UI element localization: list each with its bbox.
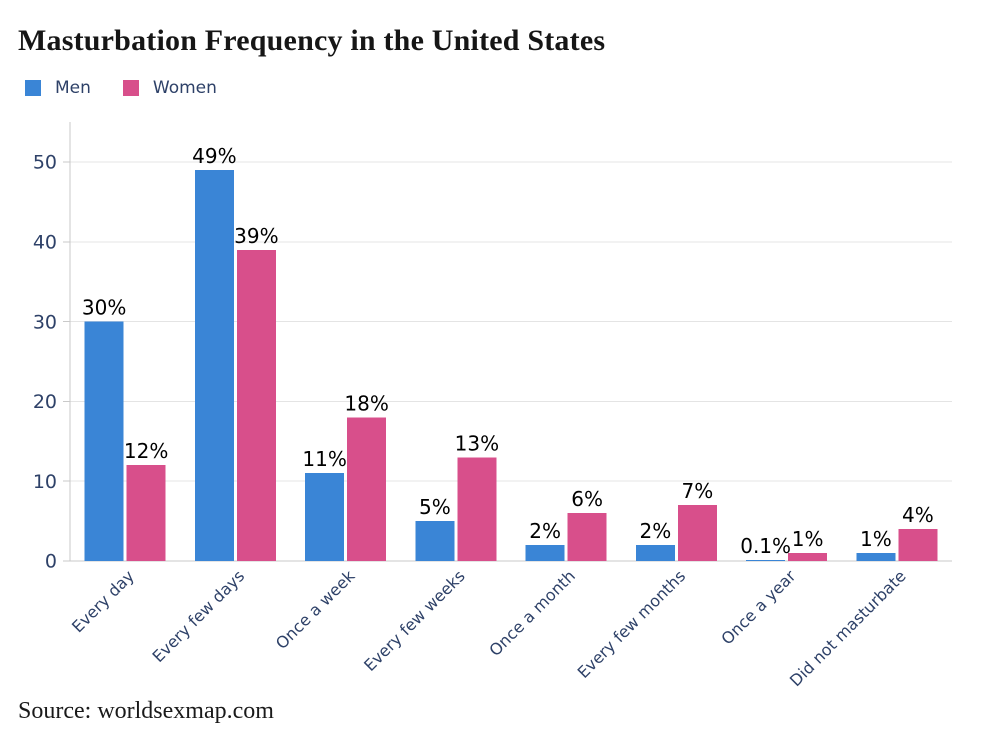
bar-men-7: [856, 553, 896, 561]
bar-women-5: [677, 505, 717, 561]
value-label-women-4: 6%: [571, 487, 603, 511]
value-label-men-7: 1%: [860, 527, 892, 551]
legend: Men Women: [25, 78, 217, 98]
value-label-men-1: 49%: [192, 144, 236, 168]
bar-men-5: [635, 545, 675, 561]
value-label-men-4: 2%: [529, 519, 561, 543]
bar-women-7: [898, 529, 938, 561]
x-category-label-4: Once a month: [485, 566, 579, 660]
y-tick-label: 10: [33, 471, 57, 493]
bar-men-3: [415, 521, 455, 561]
men-legend-label: Men: [55, 78, 91, 98]
value-label-men-5: 2%: [640, 519, 672, 543]
women-legend-swatch: [122, 80, 139, 96]
x-category-label-3: Every few weeks: [360, 566, 469, 675]
value-label-women-5: 7%: [682, 479, 714, 503]
y-tick-label: 30: [33, 311, 57, 333]
x-category-label-5: Every few months: [574, 566, 690, 682]
x-category-label-0: Every day: [68, 566, 138, 636]
chart-title: Masturbation Frequency in the United Sta…: [18, 24, 606, 57]
men-legend-swatch: [25, 80, 41, 96]
value-label-men-3: 5%: [419, 495, 451, 519]
bar-men-6: [746, 560, 786, 562]
bar-men-1: [194, 169, 234, 562]
women-legend-label: Women: [152, 78, 217, 98]
bar-women-2: [347, 417, 387, 561]
value-label-women-2: 18%: [344, 391, 388, 415]
bar-women-6: [788, 553, 828, 561]
legend-item-men: Men: [25, 78, 91, 98]
value-label-women-6: 1%: [792, 527, 824, 551]
bar-women-1: [236, 249, 276, 561]
value-label-women-0: 12%: [124, 439, 168, 463]
x-category-label-2: Once a week: [272, 566, 359, 653]
bar-women-3: [457, 457, 497, 561]
value-label-men-2: 11%: [302, 447, 346, 471]
value-label-women-1: 39%: [234, 224, 278, 248]
value-label-men-0: 30%: [82, 296, 126, 320]
bar-men-2: [305, 473, 345, 561]
x-category-label-1: Every few days: [149, 566, 249, 666]
value-label-men-6: 0.1%: [740, 534, 791, 558]
y-tick-label: 0: [45, 551, 57, 573]
bar-men-0: [84, 321, 124, 561]
source-note: Source: worldsexmap.com: [18, 698, 274, 724]
y-tick-label: 20: [33, 391, 57, 413]
y-tick-label: 50: [33, 152, 57, 174]
x-category-label-7: Did not masturbate: [786, 566, 910, 690]
value-label-women-3: 13%: [455, 431, 499, 455]
bar-men-4: [525, 545, 565, 561]
value-label-women-7: 4%: [902, 503, 934, 527]
legend-item-women: Women: [122, 78, 217, 98]
y-tick-label: 40: [33, 231, 57, 253]
bar-women-4: [567, 513, 607, 561]
x-category-label-6: Once a year: [717, 566, 799, 648]
bar-women-0: [126, 465, 166, 561]
